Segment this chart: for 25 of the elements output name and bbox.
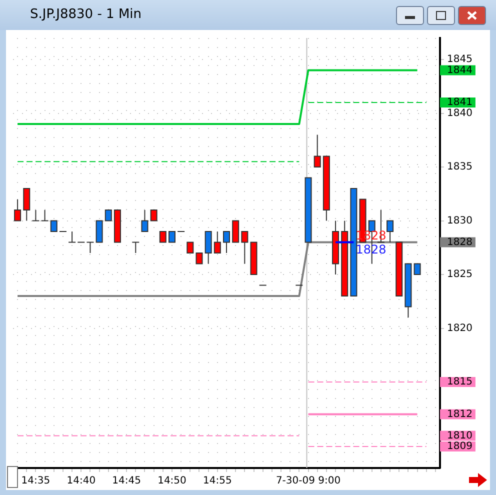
- y-tick-label: 1815: [447, 376, 472, 388]
- chart-title: S.JP.J8830 - 1 Min: [30, 7, 142, 22]
- y-tick-label: 1825: [447, 269, 472, 280]
- candlestick: [40, 210, 49, 222]
- candlestick: [68, 231, 76, 243]
- y-tick-label: 1812: [447, 408, 472, 420]
- x-tick-label: 14:45: [112, 476, 141, 487]
- y-tick-label: 1840: [447, 108, 472, 119]
- x-tick-label: 14:55: [203, 476, 232, 487]
- y-tick-label: 1828: [447, 236, 472, 248]
- candlestick: [132, 242, 140, 254]
- y-tick-label: 1809: [447, 441, 472, 452]
- x-tick-label: 14:50: [158, 476, 186, 487]
- x-tick-label: 7-30-09 9:00: [276, 476, 341, 487]
- y-tick-label: 1820: [447, 322, 472, 334]
- x-tick-label: 14:40: [66, 476, 96, 487]
- y-tick-label: 1835: [447, 162, 472, 173]
- y-tick-label: 1844: [447, 64, 472, 76]
- y-tick-label: 1810: [447, 430, 472, 442]
- y-tick-label: 1830: [447, 215, 472, 226]
- x-tick-label: 14:35: [21, 476, 50, 487]
- candlestick: [86, 242, 94, 254]
- y-tick-label: 1841: [447, 97, 472, 108]
- y-tick-label: 1845: [447, 54, 472, 66]
- candlestick: [32, 210, 40, 222]
